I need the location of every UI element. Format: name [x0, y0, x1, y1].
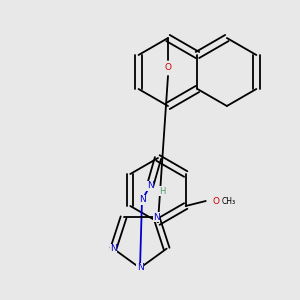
Text: N: N: [139, 196, 145, 205]
Text: CH₃: CH₃: [222, 196, 236, 206]
Text: N: N: [136, 263, 143, 272]
Text: N: N: [110, 244, 117, 253]
Text: O: O: [212, 196, 219, 206]
Text: O: O: [164, 64, 172, 73]
Text: N: N: [147, 182, 153, 190]
Text: N: N: [153, 213, 160, 222]
Text: H: H: [159, 187, 165, 196]
